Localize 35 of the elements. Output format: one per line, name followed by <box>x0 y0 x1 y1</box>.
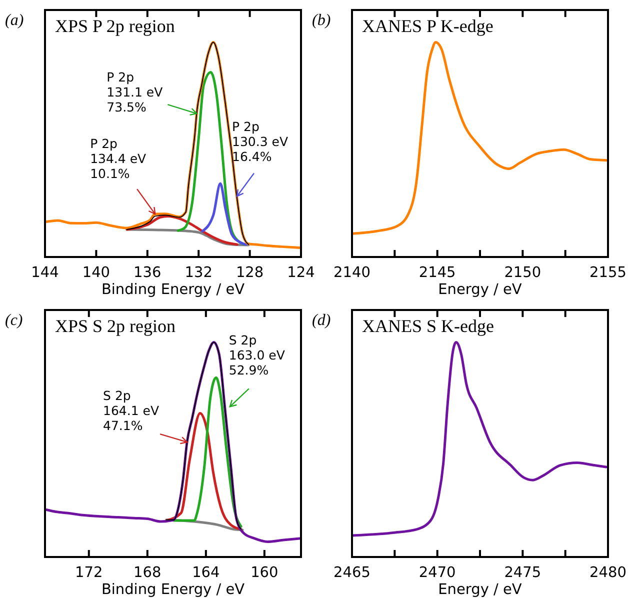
x-tick-label: 128 <box>236 265 264 281</box>
x-tick-label: 144 <box>31 265 59 281</box>
x-tick-label: 132 <box>184 265 212 281</box>
x-tick-label: 2140 <box>334 265 370 281</box>
chart-title: XANES S K-edge <box>362 316 494 336</box>
annotation: S 2p 164.1 eV 47.1% <box>103 388 160 434</box>
x-tick-label: 136 <box>134 265 162 281</box>
text: (a) <box>5 12 24 29</box>
x-tick-label: 124 <box>287 265 315 281</box>
text: (d) <box>312 312 331 329</box>
x-tick-label: 2465 <box>334 565 370 581</box>
annotation: P 2p 130.3 eV 16.4% <box>232 119 288 164</box>
x-axis-title: Energy / eV <box>438 282 522 298</box>
x-axis-title: Energy / eV <box>438 582 522 598</box>
x-axis-title: Binding Energy / eV <box>101 582 245 598</box>
chart-title: XPS S 2p region <box>55 316 176 336</box>
chart-title: XPS P 2p region <box>55 16 175 36</box>
annotation: S 2p 163.0 eV 52.9% <box>228 332 286 378</box>
chart-title: XANES P K-edge <box>362 16 494 36</box>
text: (b) <box>312 12 331 29</box>
x-tick-label: 2470 <box>418 565 456 581</box>
x-tick-label: 164 <box>192 565 220 581</box>
x-tick-label: 168 <box>134 565 162 581</box>
x-tick-label: 2155 <box>590 265 626 281</box>
annotation: P 2p 134.4 eV 10.1% <box>90 136 147 182</box>
x-tick-label: 2480 <box>590 565 626 581</box>
x-axis-title: Binding Energy / eV <box>101 282 245 298</box>
x-tick-label: 172 <box>75 565 103 581</box>
x-tick-label: 160 <box>250 565 278 581</box>
x-tick-label: 140 <box>82 265 110 281</box>
annotation: P 2p 131.1 eV 73.5% <box>106 70 164 115</box>
x-tick-label: 2150 <box>504 265 542 281</box>
text: (c) <box>5 312 23 329</box>
x-tick-label: 2475 <box>504 565 542 581</box>
x-tick-label: 2145 <box>418 265 456 281</box>
